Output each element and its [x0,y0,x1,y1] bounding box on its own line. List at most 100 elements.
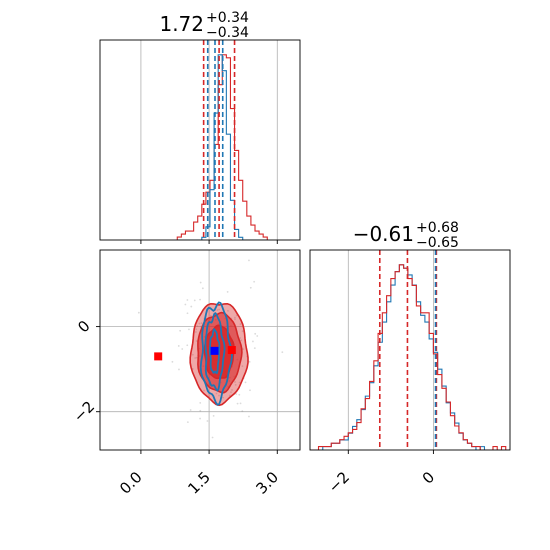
scatter-point [215,392,218,395]
hist1-blue-series [177,54,268,240]
scatter-point [234,383,237,386]
scatter-point [236,402,239,405]
scatter-point [186,312,189,315]
scatter-point [239,402,242,405]
joint-ytick-label-1: 0 [74,317,93,336]
scatter-point [231,389,233,391]
joint-blue-contour-2 [208,327,221,375]
scatter-point [248,415,250,418]
scatter-point [199,298,201,301]
scatter-point [227,309,229,312]
scatter-point [249,286,252,289]
hist2-frame [309,249,511,451]
scatter-point [252,340,254,343]
joint-blue-contour-1 [204,312,226,392]
hist2-title: −0.61 +0.68−0.65 [353,220,459,251]
hist1-background [100,40,300,240]
joint-xtick-label-2: 3.0 [253,468,283,498]
scatter-point [242,348,245,351]
scatter-point [218,308,221,311]
scatter-point [253,347,256,350]
scatter-point [195,356,198,359]
scatter-point [191,353,194,356]
hist1-title: 1.72 +0.34−0.34 [159,10,249,41]
scatter-point [137,311,140,314]
scatter-point [195,340,198,342]
hist1-title-minus: −0.34 [206,25,249,41]
joint-xtick-label-1: 1.5 [184,468,214,498]
hist2-title-minus: −0.65 [416,235,459,251]
scatter-point [196,325,199,328]
hist2-title-median: −0.61 [353,222,414,246]
joint-ytick-label-0: −2 [70,398,98,426]
scatter-point [239,323,242,326]
joint-marker-0 [154,352,163,361]
scatter-point [234,381,236,383]
scatter-point [256,335,259,337]
hist2-red-series [310,264,510,450]
joint-xtick-label-0: 0.0 [116,468,146,498]
scatter-point [194,357,197,359]
hist2-title-plus: +0.68 [416,220,459,236]
scatter-point [199,325,202,328]
scatter-point [248,360,251,363]
scatter-point [235,393,238,395]
scatter-point [201,287,204,290]
scatter-point [234,316,236,319]
scatter-point [188,328,190,331]
scatter-point [241,365,244,368]
scatter-point [244,381,247,384]
scatter-point [195,331,197,333]
hist2-xtick-label-0: −2 [325,468,353,496]
scatter-point [238,393,241,396]
scatter-point [186,344,189,347]
joint-frame [99,249,301,451]
joint-marker-2 [210,346,219,355]
scatter-point [209,314,212,317]
scatter-point [203,389,205,392]
scatter-point [189,409,192,411]
scatter-point [254,332,257,335]
scatter-point [184,303,187,306]
hist1-frame [99,39,301,241]
scatter-point [193,299,196,302]
scatter-point [186,421,189,424]
scatter-point [235,314,238,317]
scatter-point [241,410,244,413]
scatter-point [171,360,174,363]
scatter-point [190,305,193,308]
hist1-title-median: 1.72 [159,12,204,36]
scatter-point [241,330,244,333]
hist2-xtick-label-1: 0 [419,468,438,487]
hist2-background [310,250,510,450]
scatter-point [216,309,219,311]
scatter-point [179,329,182,332]
scatter-point [177,345,180,347]
scatter-point [213,491,215,493]
scatter-point [199,401,202,404]
scatter-point [212,414,215,417]
scatter-point [195,328,198,331]
scatter-point [199,281,202,284]
scatter-point [199,409,202,412]
scatter-point [281,351,284,354]
scatter-point [186,299,189,301]
hist1-title-plus: +0.34 [206,10,249,26]
scatter-point [198,322,201,325]
scatter-point [222,396,224,399]
scatter-point [253,280,256,283]
scatter-point [230,391,232,394]
scatter-point [249,389,251,392]
scatter-point [206,420,209,422]
scatter-point [226,291,229,293]
scatter-point [218,394,220,397]
scatter-point [239,337,241,339]
scatter-point [199,417,201,420]
scatter-point [234,318,236,321]
scatter-point [248,259,250,262]
scatter-point [200,322,203,325]
scatter-point [238,381,241,384]
scatter-point [240,339,243,342]
joint-marker-1 [227,346,236,354]
